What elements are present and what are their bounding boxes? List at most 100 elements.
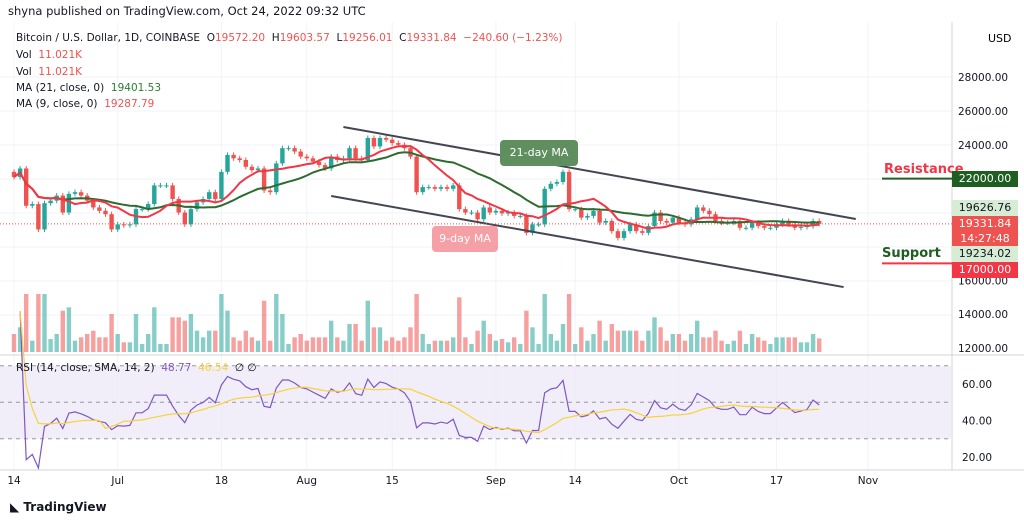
volume-bar (670, 334, 675, 352)
volume-bar (146, 334, 151, 352)
ma21-legend: MA (21, close, 0) 19401.53 (16, 82, 161, 94)
rsi-legend: RSI (14, close, SMA, 14, 2) 48.77 46.54 … (16, 362, 256, 374)
price-tick-label: 28000.00 (958, 72, 1008, 84)
close-label: C (399, 32, 407, 44)
volume-bar (469, 344, 474, 352)
volume-bar (207, 330, 212, 352)
candle-body (66, 193, 72, 213)
volume-bar (536, 344, 541, 352)
time-tick-label: Nov (858, 475, 879, 487)
candle-body (78, 192, 84, 196)
candle-body (390, 139, 395, 144)
candle-body (322, 165, 328, 169)
candle-body (249, 166, 255, 171)
volume-bar (280, 314, 285, 352)
candle-body (286, 148, 291, 150)
volume-bar (634, 330, 639, 352)
volume-bar (597, 320, 602, 352)
candle-body (579, 209, 584, 218)
candle-body (91, 200, 96, 208)
volume-bar (554, 340, 560, 352)
rsi-sma-line (19, 310, 820, 434)
volume-bar (200, 337, 206, 352)
time-tick-label: Aug (297, 475, 318, 487)
volume-bar (365, 300, 370, 352)
candle-body (487, 207, 492, 213)
volume-bar (548, 334, 553, 352)
volume-bar (444, 340, 450, 352)
volume-bar (66, 307, 72, 352)
volume-bar (512, 337, 517, 352)
volume-bar (713, 330, 718, 352)
candle-body (48, 200, 53, 204)
volume-bar (786, 337, 791, 352)
open-value: 19572.20 (214, 32, 266, 44)
volume-bar (646, 330, 651, 352)
candle-body (615, 231, 621, 238)
candle-body (597, 210, 602, 223)
volume-bar (329, 320, 334, 352)
candle-body (798, 226, 804, 228)
volume-bar (609, 324, 614, 352)
volume-bar (176, 317, 181, 352)
volume-bar (42, 294, 47, 352)
volume-bar (121, 342, 126, 352)
candle-body (36, 204, 41, 230)
volume-bar (359, 340, 364, 352)
time-tick-label: 14 (7, 475, 21, 487)
volume-bar (115, 334, 120, 352)
volume-bar (24, 294, 29, 352)
price-tick-label: 12000.00 (958, 343, 1008, 355)
price-tick-label: 26000.00 (958, 106, 1008, 118)
volume-bar (701, 337, 706, 352)
ma9-legend: MA (9, close, 0) 19287.79 (16, 98, 154, 110)
tradingview-logo[interactable]: ◣ TradingView (10, 500, 107, 514)
low-label: L (336, 32, 343, 44)
open-label: O (206, 32, 215, 44)
volume-bar (396, 340, 401, 352)
volume-bar (719, 340, 724, 352)
volume-bar (463, 337, 468, 352)
candle-body (634, 224, 639, 232)
candle-body (756, 222, 761, 227)
volume-bar (768, 344, 773, 352)
candle-body (109, 214, 114, 230)
candle-body (365, 137, 370, 161)
volume-bar (804, 342, 810, 352)
candle-body (469, 212, 474, 214)
volume-bar (377, 327, 383, 352)
candle-body (499, 210, 505, 214)
candle-body (432, 187, 438, 189)
last-price-label: 19331.84 14:27:48 (952, 216, 1018, 246)
candle-body (414, 156, 419, 193)
volume-bar (11, 334, 17, 352)
candle-body (139, 209, 145, 211)
candle-body (72, 192, 78, 194)
volume-bar (383, 340, 389, 352)
vol-legend-1: Vol 11.021K (16, 49, 82, 61)
candle-body (261, 168, 267, 191)
candle-body (11, 171, 17, 177)
volume-bar (530, 327, 535, 352)
volume-bar (170, 317, 175, 352)
volume-bar (158, 344, 163, 352)
volume-bar (85, 334, 90, 352)
volume-bar (322, 337, 328, 352)
candle-body (676, 217, 682, 223)
volume-bar (573, 344, 578, 352)
candle-body (603, 220, 608, 223)
volume-bar (268, 340, 273, 352)
candle-body (213, 192, 218, 199)
resistance-label: Resistance (884, 162, 964, 177)
candle-body (536, 224, 541, 226)
candle-body (310, 158, 316, 162)
volume-bar (371, 327, 377, 352)
candle-body (164, 185, 169, 187)
volume-bar (591, 334, 596, 352)
volume-bar (225, 310, 230, 352)
candle-body (554, 182, 560, 184)
volume-bar (109, 314, 114, 352)
volume-bar (36, 294, 41, 352)
volume-bar (676, 334, 682, 352)
